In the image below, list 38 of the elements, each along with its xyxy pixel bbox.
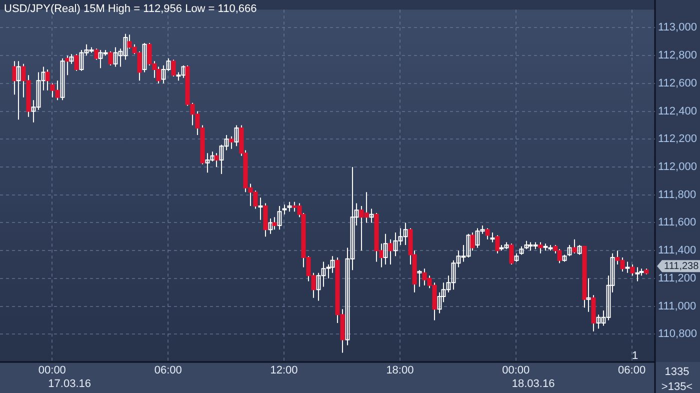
candlestick <box>142 42 147 73</box>
candlestick <box>16 60 21 120</box>
candlestick <box>234 124 239 147</box>
y-tick-label: 111,400 <box>658 244 696 257</box>
y-tick-label: 111,000 <box>658 300 696 312</box>
text: 1335 <box>664 366 690 378</box>
candlestick <box>586 278 591 312</box>
chart-title: USD/JPY(Real) 15M High = 112,956 Low = 110,666 <box>4 3 257 15</box>
candlestick <box>277 205 282 230</box>
y-tick-label: 112,000 <box>658 161 697 174</box>
candlestick <box>268 218 273 234</box>
y-tick-label: 112,200 <box>658 133 697 146</box>
x-tick-label: 06:00 <box>154 364 182 377</box>
text: 111,238 <box>664 260 700 272</box>
y-tick-label: 112,600 <box>658 77 697 90</box>
y-tick-label: 111,800 <box>658 188 696 201</box>
text: >135< <box>661 381 693 393</box>
y-tick-label: 111,600 <box>658 216 696 229</box>
text: 18.03.16 <box>512 378 555 390</box>
y-tick-label: 112,400 <box>658 105 697 118</box>
x-tick-label: 00:00 <box>502 364 530 377</box>
x-tick-label: 06:00 <box>618 364 646 377</box>
y-tick-label: 111,200 <box>658 272 696 284</box>
candlestick <box>577 244 582 256</box>
y-tick-label: 110,800 <box>658 328 697 340</box>
candlestick <box>287 201 292 212</box>
annotation: 1 <box>632 350 638 362</box>
x-tick-label: 00:00 <box>38 364 66 377</box>
candlestick <box>60 58 65 101</box>
candlestick <box>369 208 374 224</box>
x-tick-label: 12:00 <box>270 364 298 377</box>
x-tick-label: 18:00 <box>386 364 414 377</box>
candlestick <box>567 244 572 257</box>
text: 17.03.16 <box>48 378 91 390</box>
y-tick-label: 112,800 <box>658 50 697 62</box>
candlestick <box>383 233 388 265</box>
candlestick <box>417 270 422 288</box>
y-tick-label: 113,000 <box>658 22 697 34</box>
